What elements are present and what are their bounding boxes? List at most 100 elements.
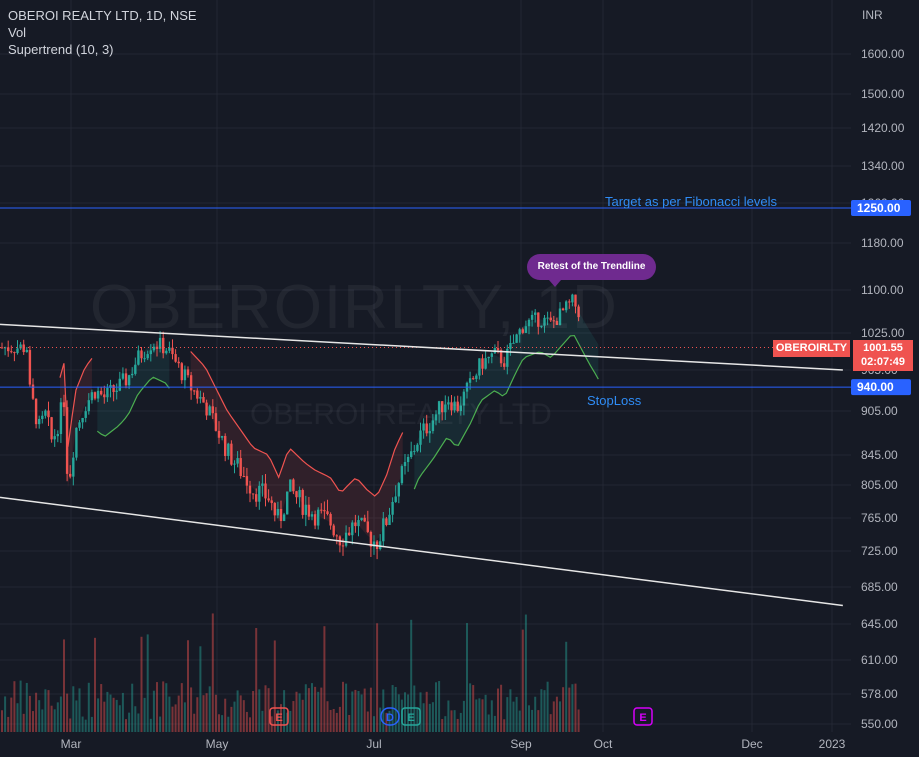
candle-body (106, 387, 109, 398)
candles (0, 293, 580, 560)
candle-body (245, 476, 249, 486)
candle-body (506, 348, 509, 367)
candle-body (307, 504, 311, 517)
candle-body (282, 514, 286, 521)
volume-bar (360, 694, 363, 732)
candle-body (555, 320, 559, 325)
candle-body (354, 522, 357, 527)
stoploss-annotation[interactable]: StopLoss (587, 393, 642, 408)
candle-body (217, 430, 221, 438)
event-icon-label: E (407, 712, 414, 724)
volume-bar (140, 636, 143, 732)
volume-bar (549, 714, 552, 732)
candle-body (400, 466, 404, 484)
volume-bar (81, 716, 84, 732)
candle-body (78, 422, 81, 428)
legend-vol[interactable]: Vol (8, 25, 27, 40)
candle-body (295, 491, 298, 498)
volume-bar (261, 710, 264, 732)
candle-body (360, 517, 363, 521)
candle-body (549, 317, 552, 321)
candle-body (264, 483, 267, 499)
volume-bar (146, 634, 149, 732)
volume-bar (404, 692, 406, 732)
candle-body (323, 510, 326, 512)
price-tick-label: 1100.00 (861, 283, 904, 297)
volume-bar (187, 640, 189, 732)
candle-body (0, 347, 4, 349)
candle-body (242, 476, 245, 478)
time-tick-label: Dec (741, 737, 762, 751)
price-tick-label: 610.00 (861, 653, 898, 667)
candle-body (301, 490, 304, 515)
candle-body (208, 406, 211, 416)
volume-bar (304, 684, 307, 732)
candle-body (496, 348, 500, 351)
watermark-name: OBEROI REALTY LTD (250, 398, 552, 431)
volume-bar (115, 699, 118, 732)
level-tag (851, 379, 911, 396)
volume-bar (90, 716, 93, 732)
volume-bar (512, 701, 515, 732)
volume-bar (183, 702, 186, 732)
event-icon-label: E (275, 712, 282, 724)
volume-bar (354, 689, 357, 732)
volume-bar (342, 681, 344, 732)
event-icon-label: D (386, 712, 394, 724)
volume-bar (515, 696, 518, 732)
legend-supertrend[interactable]: Supertrend (10, 3) (8, 42, 114, 57)
time-axis[interactable]: Mar May Jul Sep Oct Dec 2023 (61, 737, 846, 751)
volume-bar (500, 684, 503, 732)
axis-bg (851, 0, 919, 757)
volume-bar (577, 709, 580, 732)
supertrend-fill (97, 342, 170, 437)
event-icon-label: E (639, 712, 646, 724)
price-tick-label: 845.00 (861, 448, 898, 462)
candle-body (109, 385, 112, 388)
volume-bar (435, 682, 437, 732)
volume-bar (314, 686, 317, 732)
supertrend-fill (414, 303, 599, 490)
candle-body (509, 343, 512, 349)
candle-body (372, 541, 376, 547)
volume-bar (109, 694, 112, 732)
candle-body (239, 458, 242, 477)
volume-bar (249, 717, 251, 732)
candle-body (313, 514, 317, 526)
retest-callout[interactable]: Retest of the Trendline (527, 254, 656, 287)
candle-body (87, 400, 90, 412)
candle-body (7, 347, 10, 352)
time-tick-label: Oct (594, 737, 613, 751)
candle-body (292, 479, 295, 492)
price-axis[interactable]: INR1600.001500.001420.001340.001260.0011… (851, 0, 919, 757)
volume-bar (301, 699, 304, 732)
candle-body (41, 415, 44, 419)
candle-body (568, 301, 571, 303)
volume-bar (159, 716, 162, 732)
candle-body (214, 413, 218, 431)
candle-body (47, 410, 50, 418)
volume-bar (103, 701, 106, 732)
candle-body (72, 457, 75, 477)
price-tick-label: 905.00 (861, 404, 898, 418)
price-tick-label: 1340.00 (861, 159, 905, 173)
target-annotation[interactable]: Target as per Fibonacci levels (605, 194, 777, 209)
volume-bar (208, 686, 211, 732)
grid (0, 0, 851, 732)
candle-body (447, 402, 450, 405)
candle-body (149, 350, 152, 355)
volume-bar (221, 715, 224, 732)
price-tick-label: 805.00 (861, 478, 898, 492)
volume-bar (571, 684, 574, 732)
volume-bar (552, 701, 555, 732)
candle-body (279, 508, 283, 521)
volume-bar (376, 623, 379, 732)
candle-body (406, 456, 410, 463)
volume-bar (466, 623, 468, 732)
trendlines[interactable] (0, 207, 851, 607)
candle-body (574, 294, 577, 307)
legend-symbol[interactable]: OBEROI REALTY LTD, 1D, NSE (8, 8, 197, 23)
volume-bar (546, 681, 549, 732)
